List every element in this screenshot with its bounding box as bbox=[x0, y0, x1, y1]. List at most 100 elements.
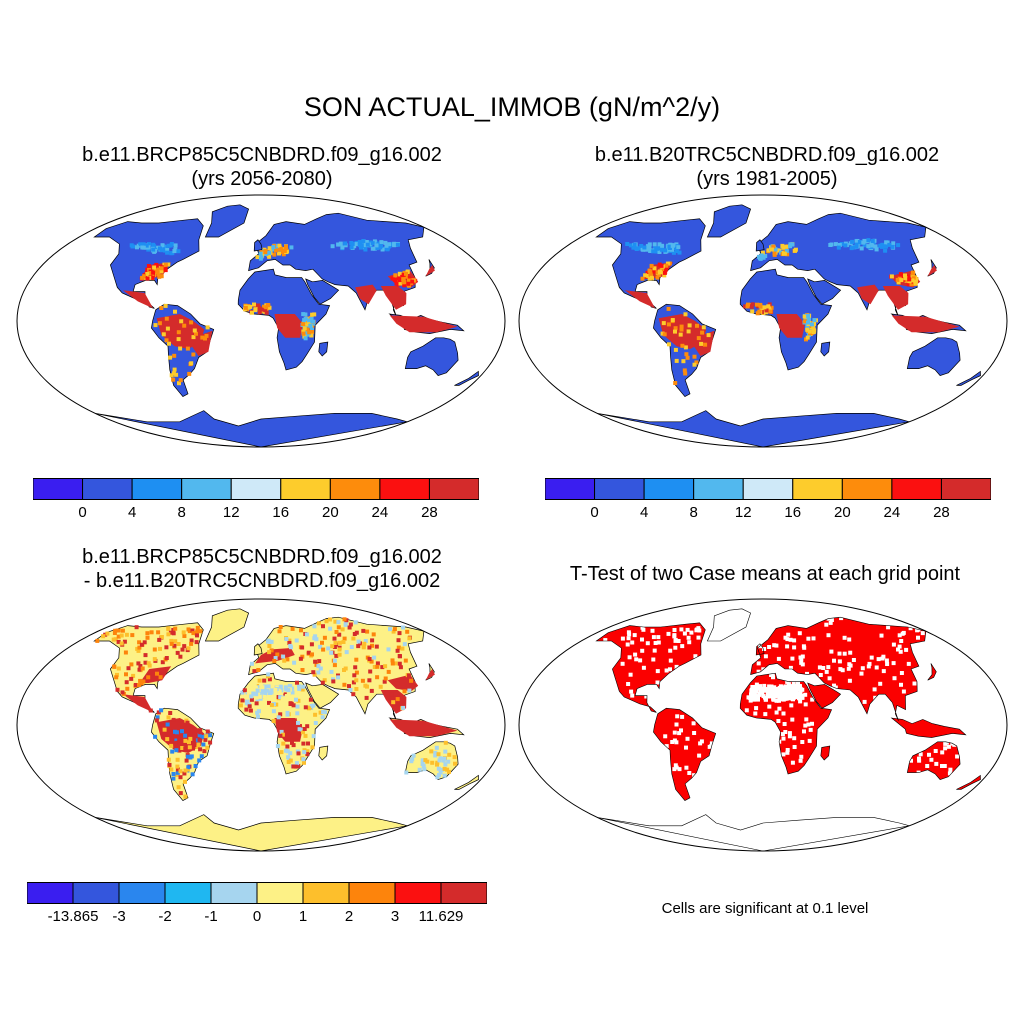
non-significant-cell bbox=[867, 661, 872, 666]
grid-cell bbox=[647, 245, 652, 250]
non-significant-cell bbox=[782, 691, 787, 695]
grid-cell bbox=[168, 711, 173, 715]
grid-cell bbox=[263, 250, 268, 255]
grid-cell bbox=[278, 712, 283, 717]
grid-cell bbox=[645, 270, 650, 275]
non-significant-cell bbox=[766, 687, 771, 692]
grid-cell bbox=[182, 634, 187, 638]
grid-cell bbox=[749, 304, 754, 309]
grid-cell bbox=[314, 637, 319, 642]
grid-cell bbox=[159, 274, 164, 279]
grid-cell bbox=[883, 248, 888, 253]
non-significant-cell bbox=[929, 757, 934, 762]
grid-cell bbox=[337, 632, 342, 637]
grid-cell bbox=[166, 262, 171, 267]
grid-cell bbox=[159, 306, 164, 310]
grid-cell bbox=[685, 355, 690, 360]
grid-cell bbox=[173, 243, 178, 248]
grid-cell bbox=[343, 241, 348, 246]
grid-cell bbox=[312, 624, 317, 629]
grid-cell bbox=[165, 248, 170, 252]
grid-cell bbox=[171, 772, 176, 776]
high-value-region bbox=[927, 265, 937, 277]
grid-cell bbox=[364, 240, 369, 244]
grid-cell bbox=[170, 738, 175, 743]
grid-cell bbox=[297, 686, 302, 691]
land-madagascar bbox=[318, 745, 329, 761]
grid-cell bbox=[387, 242, 392, 247]
non-significant-cell bbox=[785, 750, 790, 755]
non-significant-cell bbox=[940, 750, 945, 755]
world-map-rcp85 bbox=[16, 194, 506, 448]
significant-cells bbox=[907, 741, 961, 780]
grid-cell bbox=[139, 642, 144, 647]
grid-cell bbox=[175, 767, 180, 772]
colorbar-swatch bbox=[82, 478, 133, 500]
non-significant-cell bbox=[758, 689, 763, 694]
grid-cell bbox=[267, 644, 272, 648]
non-significant-cell bbox=[775, 689, 780, 694]
grid-cell bbox=[687, 323, 692, 328]
grid-cell bbox=[311, 734, 316, 739]
grid-cell bbox=[870, 243, 875, 248]
non-significant-cell bbox=[805, 671, 809, 676]
grid-cell bbox=[286, 755, 291, 760]
grid-cell bbox=[692, 354, 697, 359]
non-significant-cell bbox=[897, 644, 902, 649]
grid-cell bbox=[382, 679, 387, 684]
land-antarctica bbox=[95, 410, 408, 447]
grid-cell bbox=[806, 313, 811, 318]
grid-cell bbox=[291, 743, 296, 748]
grid-cell bbox=[372, 655, 377, 660]
grid-cell bbox=[297, 691, 302, 696]
non-significant-cell bbox=[769, 694, 774, 699]
grid-cell bbox=[112, 664, 117, 669]
grid-cell bbox=[285, 712, 290, 717]
non-significant-cell bbox=[842, 635, 847, 640]
grid-cell bbox=[807, 316, 811, 321]
grid-cell bbox=[784, 244, 789, 249]
non-significant-cell bbox=[878, 681, 883, 686]
grid-cell bbox=[165, 722, 170, 727]
map-ttest-significance bbox=[517, 597, 1009, 857]
grid-cell bbox=[317, 659, 322, 664]
colorbar-top-right: 0 4 8 12 16 20 24 28 bbox=[545, 478, 991, 523]
grid-cell bbox=[296, 764, 301, 769]
grid-cell bbox=[166, 243, 171, 248]
grid-cell bbox=[326, 646, 331, 651]
grid-cell bbox=[310, 745, 315, 750]
grid-cell bbox=[173, 639, 178, 644]
grid-cell bbox=[829, 242, 834, 247]
grid-cell bbox=[197, 758, 202, 763]
non-significant-cell bbox=[790, 684, 795, 689]
non-significant-cell bbox=[799, 660, 804, 665]
grid-cell bbox=[662, 332, 667, 337]
grid-cell bbox=[766, 304, 771, 309]
grid-cell bbox=[312, 672, 317, 677]
grid-cell bbox=[445, 767, 450, 772]
non-significant-cell bbox=[885, 662, 890, 666]
grid-cell bbox=[367, 242, 372, 247]
grid-cell bbox=[161, 668, 166, 673]
grid-cell bbox=[812, 318, 817, 323]
grid-cell bbox=[356, 639, 361, 644]
grid-cell bbox=[769, 247, 774, 252]
grid-cell bbox=[911, 276, 916, 281]
non-significant-cell bbox=[755, 697, 759, 702]
grid-cell bbox=[342, 617, 347, 622]
grid-cell bbox=[772, 247, 777, 252]
non-significant-cell bbox=[803, 692, 808, 697]
grid-cell bbox=[318, 666, 323, 671]
non-significant-cell bbox=[799, 754, 804, 759]
grid-cell bbox=[398, 281, 403, 286]
grid-cell bbox=[285, 749, 290, 754]
grid-cell bbox=[287, 638, 292, 643]
non-significant-cell bbox=[866, 664, 871, 669]
grid-cell bbox=[393, 243, 398, 247]
colorbar-tick-label: 24 bbox=[883, 504, 901, 521]
non-significant-cell bbox=[777, 698, 781, 703]
grid-cell bbox=[262, 678, 267, 683]
grid-cell bbox=[659, 247, 664, 252]
grid-cell bbox=[380, 247, 385, 252]
grid-cell bbox=[173, 626, 178, 631]
